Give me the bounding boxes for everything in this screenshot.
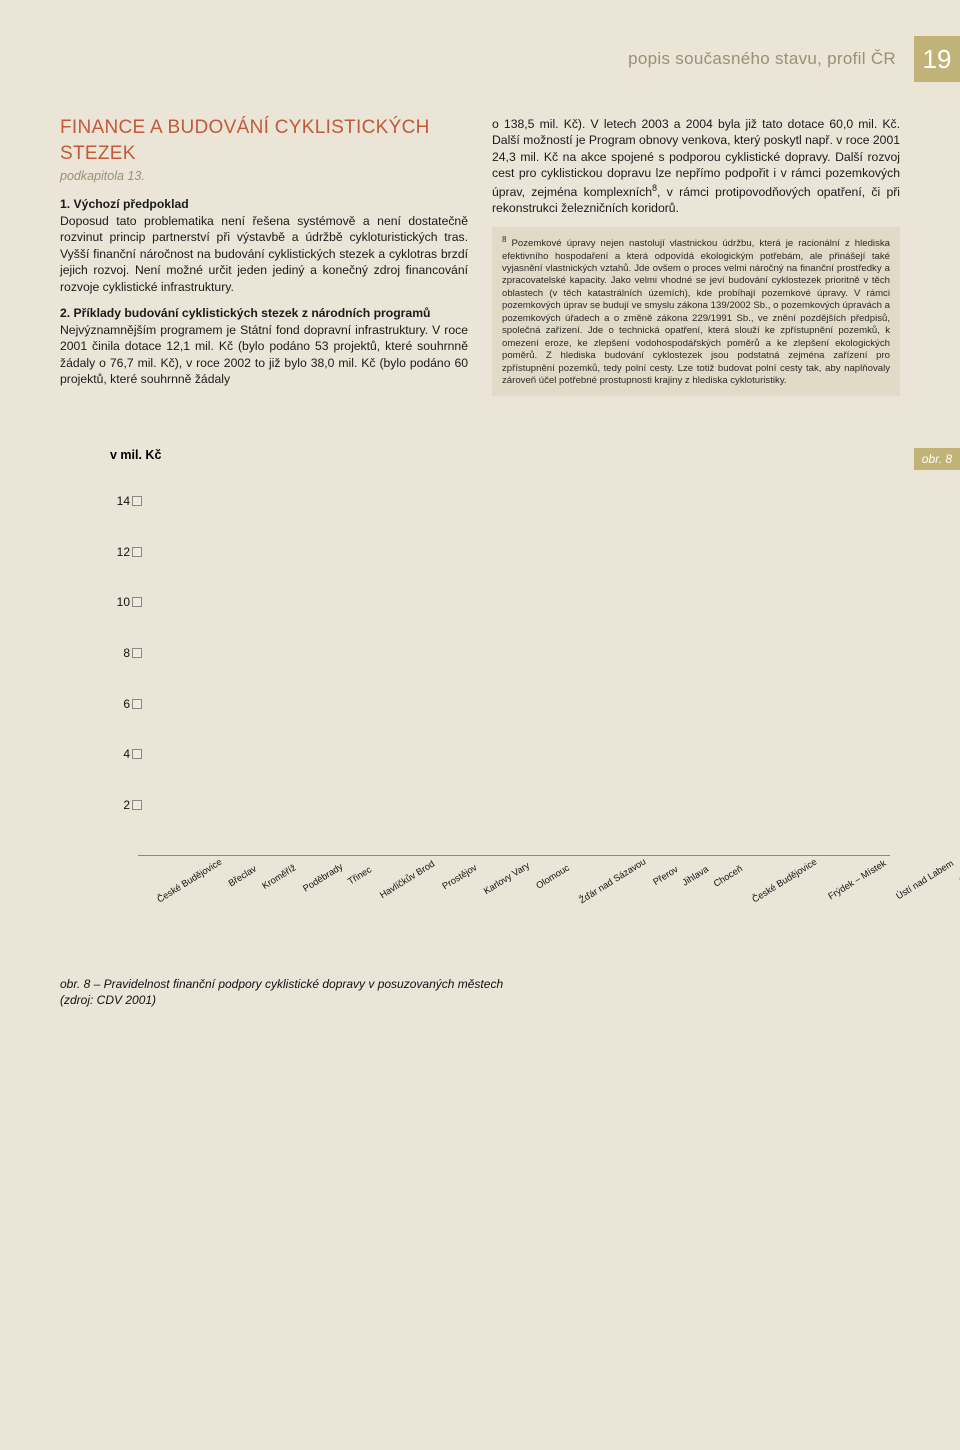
page-header: popis současného stavu, profil ČR 19 [60,36,900,82]
body-columns: FINANCE A BUDOVÁNÍ CYKLISTICKÝCH STEZEK … [60,116,900,398]
y-tick-marker [132,547,142,557]
chart-plot-area: 2468101214 České BudějoviceBřeclavKroměř… [110,476,890,856]
bars-container [142,476,886,856]
chart-wrapper: obr. 8 v mil. Kč 2468101214 České Budějo… [60,448,900,856]
section-title-line2: STEZEK [60,142,468,166]
page: popis současného stavu, profil ČR 19 FIN… [0,0,960,1450]
y-tick-label: 8 [110,646,130,660]
y-tick-label: 2 [110,798,130,812]
figure-tag: obr. 8 [914,448,960,470]
x-axis-label: Karlovy Vary [477,851,532,896]
x-axis-labels: České BudějoviceBřeclavKroměřížPoděbrady… [142,860,886,880]
paragraph-2: 2. Příklady budování cyklistických steze… [60,305,468,387]
footnote-number: 8 [502,235,506,244]
section-title-line1: FINANCE A BUDOVÁNÍ CYKLISTICKÝCH [60,116,468,140]
x-axis-label: Havlíčkův Brod [373,850,437,900]
plot: 2468101214 [138,476,890,856]
y-tick-marker [132,496,142,506]
caption-line2: (zdroj: CDV 2001) [60,993,156,1007]
running-head: popis současného stavu, profil ČR [628,49,896,69]
x-axis-label: Olomouc [529,854,571,891]
x-axis-label: Žďár nad Sázavou [573,847,649,905]
x-axis-label: České Budějovice [745,848,819,904]
paragraph-1: 1. Výchozí předpoklad Doposud tato probl… [60,196,468,295]
y-tick-marker [132,800,142,810]
para1-head: 1. Výchozí předpoklad [60,197,189,211]
caption-line1: obr. 8 – Pravidelnost finanční podpory c… [60,977,503,991]
y-tick-marker [132,597,142,607]
y-tick-marker [132,699,142,709]
x-axis-label: Praha [952,856,960,886]
para2-head: 2. Příklady budování cyklistických steze… [60,306,431,320]
x-axis-label: Třinec [341,855,374,886]
y-tick-label: 10 [110,595,130,609]
x-axis-label: České Budějovice [150,848,224,904]
x-axis-label: Choceň [707,854,745,888]
footnote-box: 8 Pozemkové úpravy nejen nastolují vlast… [492,227,900,396]
y-tick-label: 14 [110,494,130,508]
y-tick-label: 6 [110,697,130,711]
y-tick-label: 12 [110,545,130,559]
figure-caption: obr. 8 – Pravidelnost finanční podpory c… [60,976,900,1010]
footnote-text: Pozemkové úpravy nejen nastolují vlastni… [502,238,890,386]
y-tick-label: 4 [110,747,130,761]
column-right: o 138,5 mil. Kč). V letech 2003 a 2004 b… [492,116,900,398]
x-axis-label: Prostějov [435,853,478,891]
x-axis-label: Břeclav [222,855,259,888]
y-axis-unit: v mil. Kč [110,448,900,462]
column-left: FINANCE A BUDOVÁNÍ CYKLISTICKÝCH STEZEK … [60,116,468,398]
x-axis-label: Ústí nad Labem [889,849,955,901]
x-axis-label: Frýdek – Místek [821,849,888,901]
page-number: 19 [914,36,960,82]
paragraph-3: o 138,5 mil. Kč). V letech 2003 a 2004 b… [492,116,900,217]
x-axis-label: Kroměříž [255,854,298,891]
subchapter-label: podkapitola 13. [60,168,468,185]
y-tick-marker [132,749,142,759]
para1-text: Doposud tato problematika není řešena sy… [60,214,468,294]
y-tick-marker [132,648,142,658]
x-axis-label: Poděbrady [296,852,345,893]
para2-text: Nejvýznamnějším programem je Státní fond… [60,323,468,386]
